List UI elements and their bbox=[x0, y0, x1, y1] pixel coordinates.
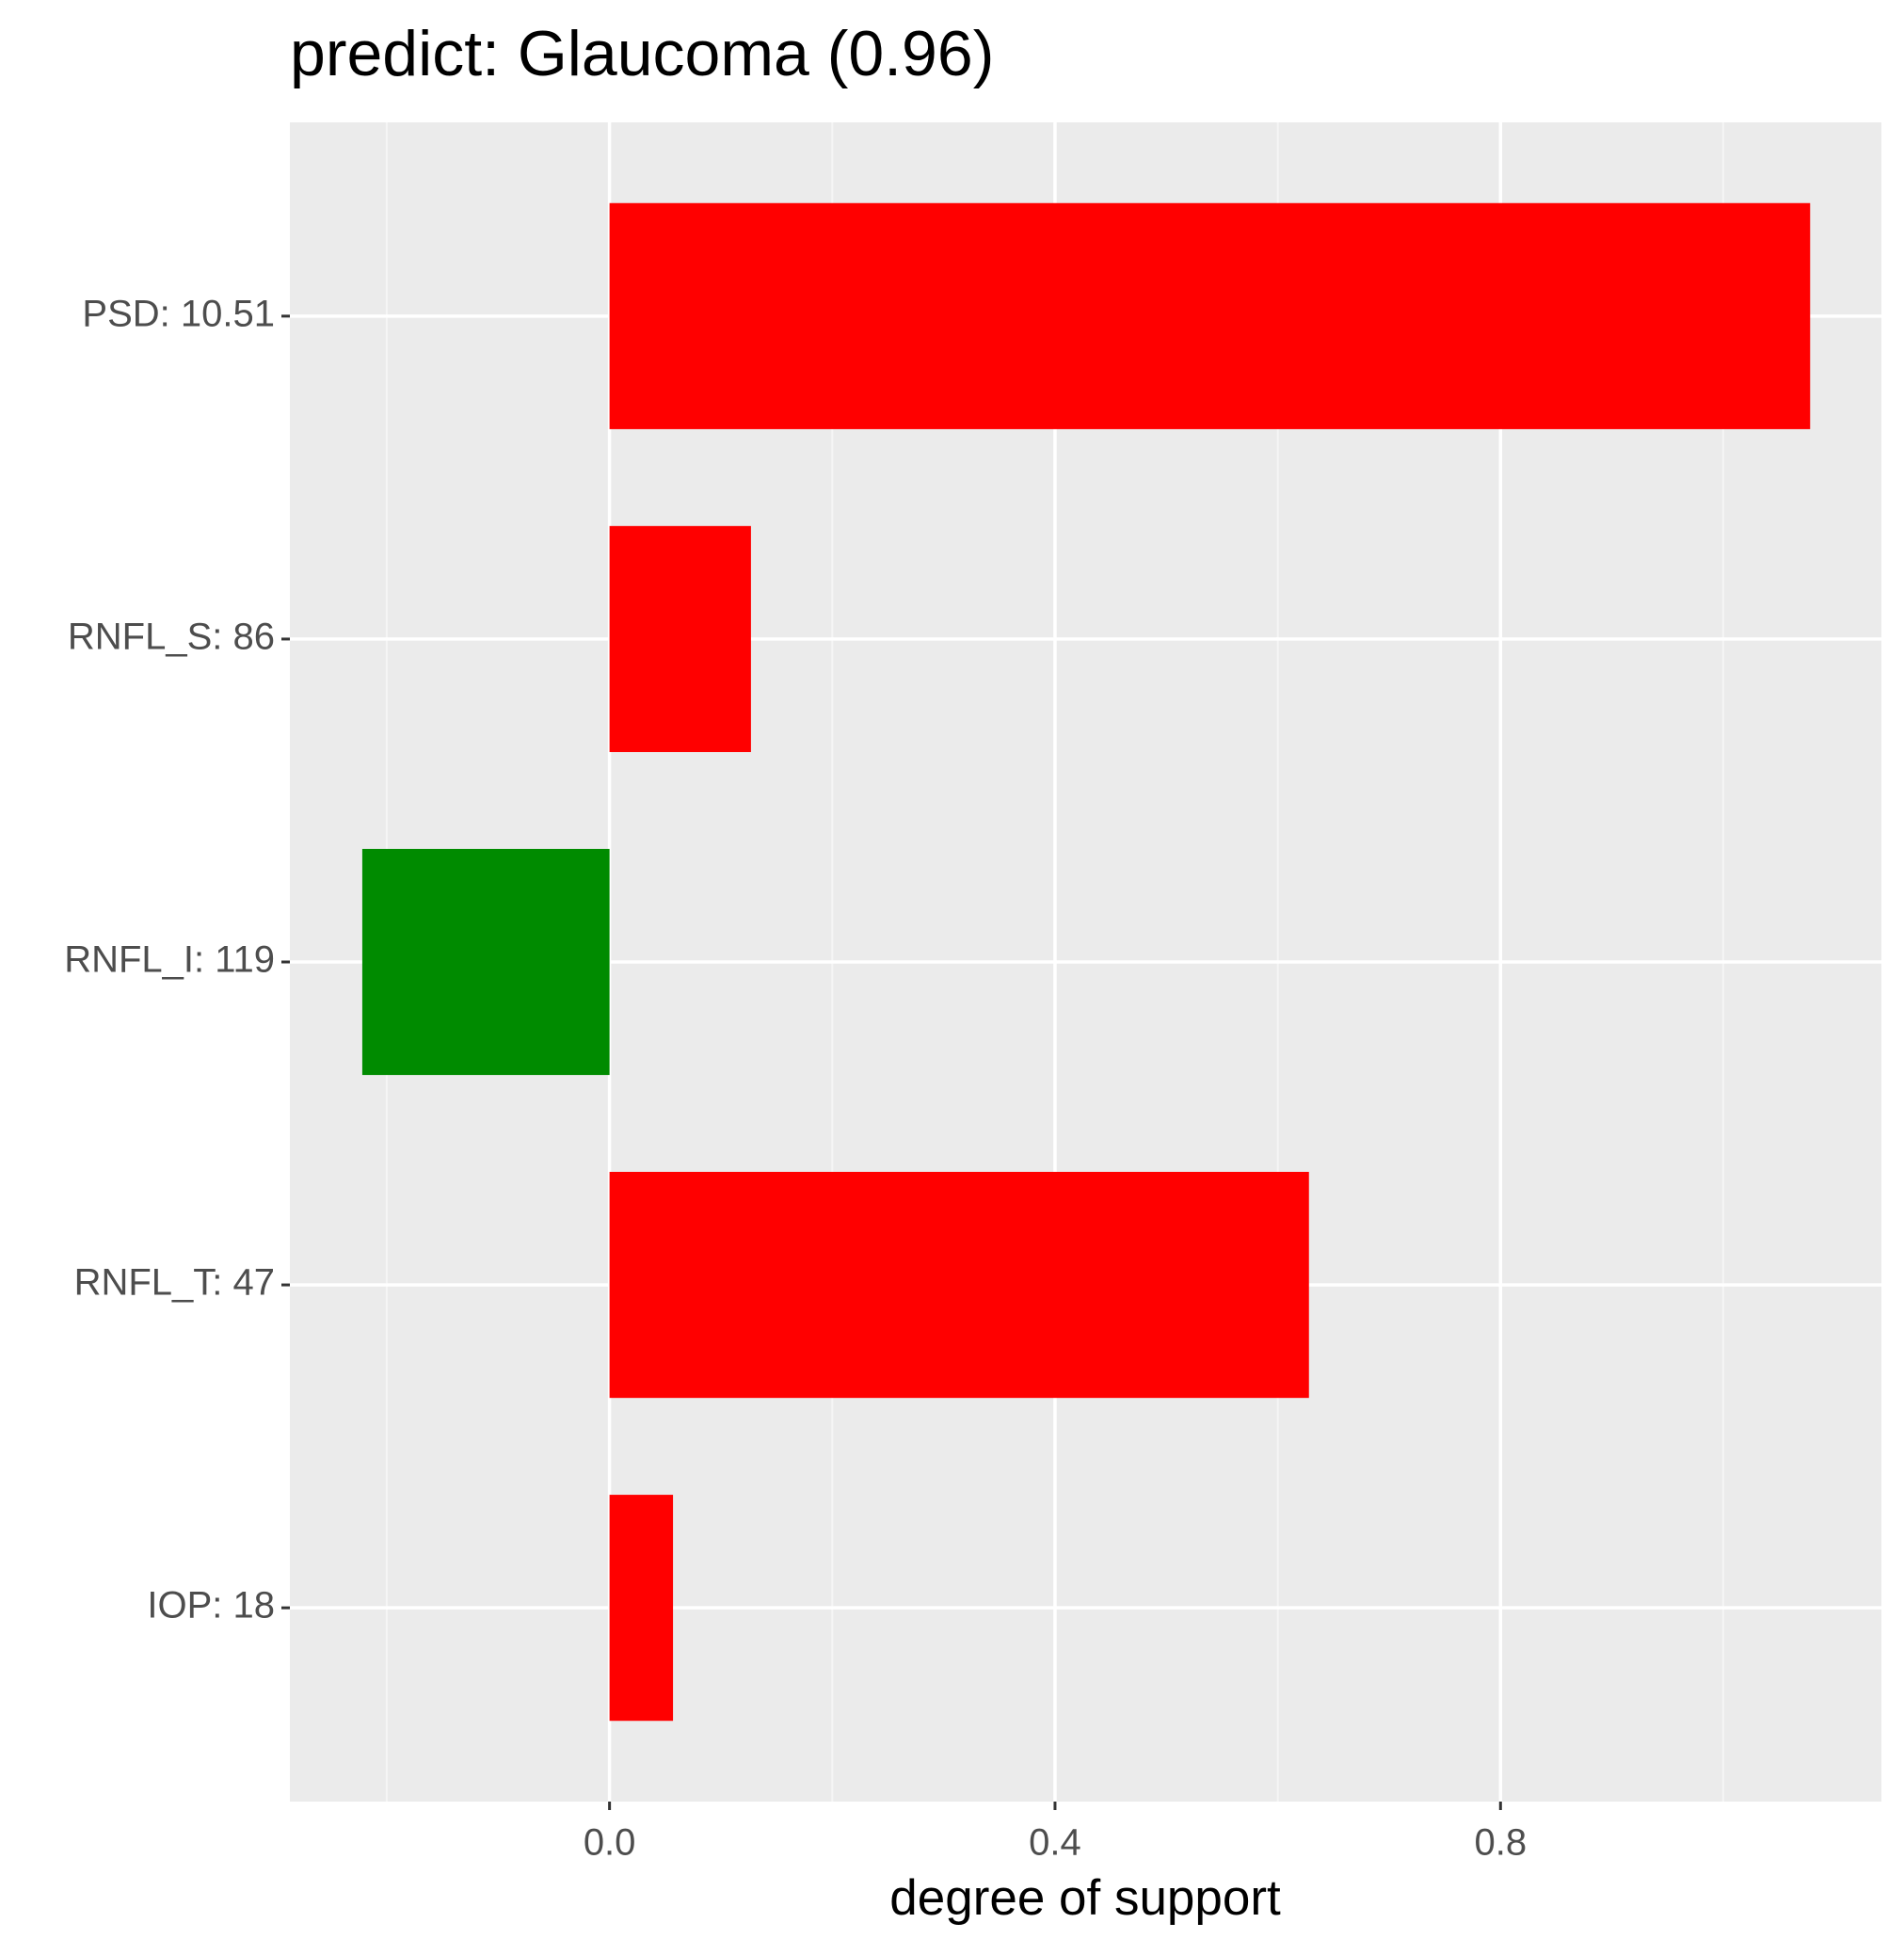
x-tick-label: 0.4 bbox=[1029, 1822, 1081, 1864]
bar bbox=[361, 848, 610, 1076]
x-tick-label: 0.0 bbox=[584, 1822, 636, 1864]
x-axis-title: degree of support bbox=[889, 1870, 1281, 1926]
bar bbox=[609, 202, 1811, 429]
y-tick-label: IOP: 18 bbox=[147, 1585, 275, 1627]
bar bbox=[609, 1495, 674, 1722]
bar bbox=[609, 1172, 1309, 1399]
y-tick-label: PSD: 10.51 bbox=[82, 293, 275, 334]
bar bbox=[609, 525, 751, 752]
y-tick-label: RNFL_I: 119 bbox=[64, 939, 275, 981]
y-tick-label: RNFL_T: 47 bbox=[74, 1262, 275, 1304]
chart-title: predict: Glaucoma (0.96) bbox=[290, 18, 994, 89]
y-tick-label: RNFL_S: 86 bbox=[68, 616, 275, 657]
x-tick-label: 0.8 bbox=[1474, 1822, 1527, 1864]
